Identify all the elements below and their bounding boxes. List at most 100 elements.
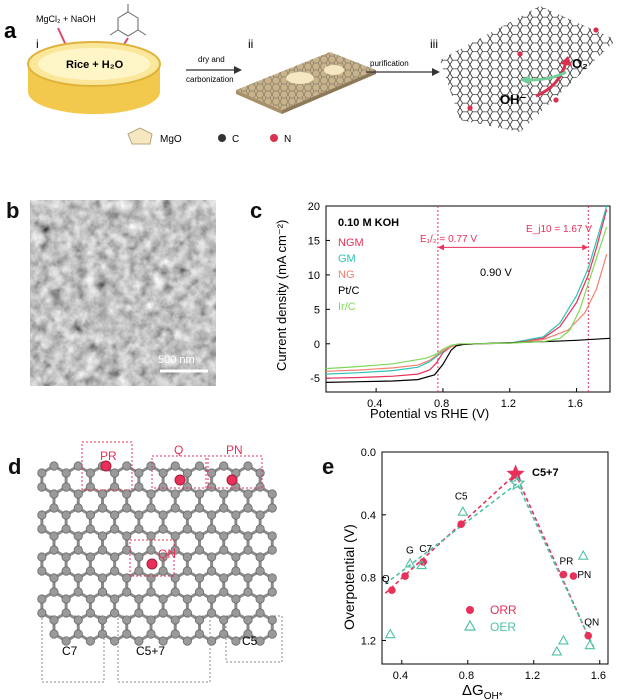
carbon-atom <box>267 489 277 499</box>
carbon-atom <box>207 482 217 492</box>
carbon-atom <box>85 594 95 604</box>
legend-n-label: N <box>284 134 291 145</box>
c-xtick-label: 0.8 <box>434 398 449 410</box>
carbon-atom <box>194 461 205 471</box>
carbon-atom <box>194 615 205 625</box>
carbon-atom <box>61 510 71 520</box>
carbon-atom <box>122 587 132 597</box>
carbon-atom <box>219 531 229 541</box>
apex-label: C5+7 <box>532 467 559 479</box>
nitrogen-legend-icon <box>270 134 278 142</box>
c-xtick-label: 1.6 <box>568 398 583 410</box>
panel-d-lattice: PR Q PN QN C7 C5+7 C5 <box>37 441 283 683</box>
carbon-atom <box>85 510 95 520</box>
carbon-atom <box>73 615 83 625</box>
carbon-atom <box>170 615 180 625</box>
carbon-atom <box>37 510 47 520</box>
carbon-atom <box>219 489 229 499</box>
c-ytick-label: 0 <box>314 339 320 351</box>
carbon-atom <box>207 636 217 646</box>
panel-a-legend: MgO C N <box>127 127 291 145</box>
carbon-atom <box>243 545 253 555</box>
e-point-label: C7 <box>419 544 432 555</box>
panel-b-letter: b <box>6 198 20 223</box>
legend-mgo-label: MgO <box>160 134 182 145</box>
carbon-atom <box>49 545 59 555</box>
carbon-atom <box>207 510 217 520</box>
carbon-atom <box>61 468 71 478</box>
c-series-line-ptc <box>325 337 611 383</box>
carbon-atom <box>243 629 253 639</box>
carbon-atom <box>255 524 265 534</box>
carbon-atom <box>134 468 144 478</box>
oer-point <box>384 628 396 639</box>
carbon-atom <box>97 489 108 499</box>
carbon-atom <box>122 573 132 583</box>
carbon-atom <box>134 608 144 618</box>
e-xtick-label: 0.8 <box>459 670 474 682</box>
carbon-atom <box>37 524 47 534</box>
carbon-atom <box>170 573 180 583</box>
carbon-atom <box>97 629 108 639</box>
carbon-atom <box>61 524 71 534</box>
carbon-atom <box>231 636 241 646</box>
carbon-atom <box>243 503 253 513</box>
oer-point <box>416 559 428 570</box>
c-series-line-ng <box>325 254 608 372</box>
carbon-atom <box>158 566 168 576</box>
carbon-atom <box>182 468 192 478</box>
carbon-atom <box>85 482 95 492</box>
e-ytick-label: 1.2 <box>361 635 376 647</box>
legend-orr-label: ORR <box>490 603 517 617</box>
carbon-atom <box>49 615 59 625</box>
e-xlabel: ΔGOH* <box>462 682 503 700</box>
carbon-atom <box>158 636 168 646</box>
e-point-label: QN <box>584 618 599 629</box>
e-point-label: Q <box>382 574 390 585</box>
carbon-atom <box>37 552 47 562</box>
carbon-atom <box>73 461 83 471</box>
carbon-atom <box>255 594 265 604</box>
carbon-atom <box>231 510 241 520</box>
carbon-atom <box>194 629 205 639</box>
carbon-atom <box>158 524 168 534</box>
orr-apex-star-icon <box>506 464 525 482</box>
e-point-label: PN <box>577 570 591 581</box>
carbon-atom <box>110 510 120 520</box>
carbon-atom <box>110 468 120 478</box>
carbon-atom <box>61 636 71 646</box>
o2-label: O₂ <box>572 56 588 71</box>
step-iii-label: iii <box>430 37 438 51</box>
carbon-atom <box>158 552 168 562</box>
carbon-atom <box>73 531 83 541</box>
carbon-atom <box>207 468 217 478</box>
carbon-atom <box>194 545 205 555</box>
mgo-legend-icon <box>127 127 153 145</box>
carbon-atom <box>158 608 168 618</box>
legend-orr-marker <box>466 606 474 614</box>
carbon-atom <box>243 573 253 583</box>
site-pr-label: PR <box>100 449 117 463</box>
carbon-atom <box>182 552 192 562</box>
carbon-atom <box>219 503 229 513</box>
e-ytick-label: 0.0 <box>361 447 376 459</box>
carbon-atom <box>146 503 156 513</box>
site-q-label: Q <box>174 443 183 457</box>
c-legend-ptc: Pt/C <box>338 285 359 297</box>
arrow-purify-label: purification <box>370 59 409 68</box>
step-i-label: i <box>36 37 39 51</box>
carbon-atom <box>182 566 192 576</box>
carbon-atom <box>146 545 156 555</box>
nitrogen-atom <box>226 474 238 486</box>
c-legend-gm: GM <box>338 253 356 265</box>
carbon-atom <box>37 594 47 604</box>
carbon-atom <box>49 461 59 471</box>
e-point-label: C5 <box>455 492 468 503</box>
oer-point <box>551 645 563 656</box>
carbon-atom <box>243 531 253 541</box>
site-c5-label: C5 <box>242 634 258 648</box>
carbon-atom <box>73 503 83 513</box>
gap-label: 0.90 V <box>480 267 512 279</box>
carbon-atom <box>207 552 217 562</box>
carbon-atom <box>122 615 132 625</box>
